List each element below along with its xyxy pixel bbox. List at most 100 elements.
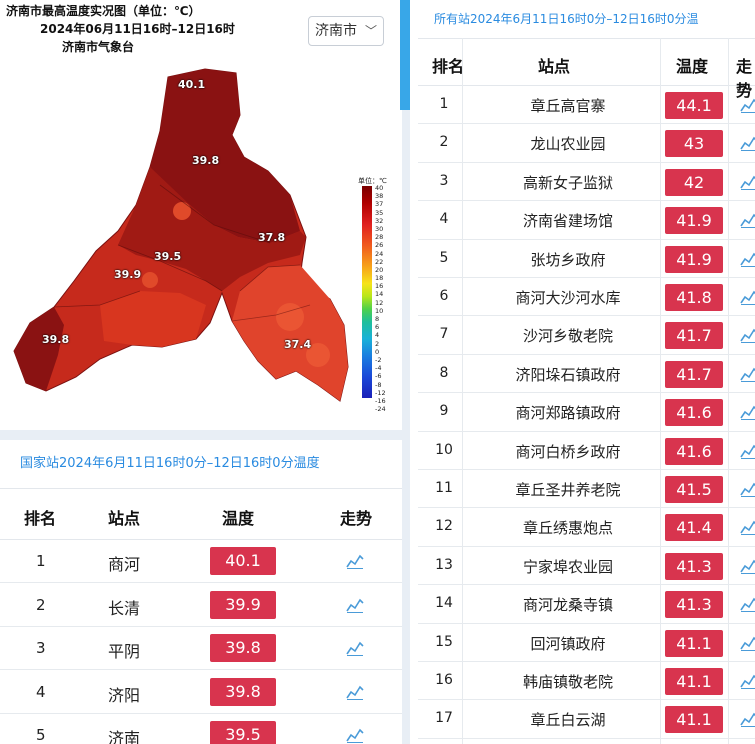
trend-chart-icon[interactable] — [740, 443, 755, 463]
trend-chart-icon[interactable] — [346, 684, 364, 704]
city-select[interactable]: 济南市 ﹀ — [308, 16, 384, 46]
temperature-badge: 39.5 — [210, 721, 276, 744]
trend-chart-icon[interactable] — [346, 727, 364, 744]
trend-chart-icon[interactable] — [740, 673, 755, 693]
station-cell: 商河大沙河水库 — [515, 289, 621, 307]
legend-tick: 4 — [375, 331, 380, 340]
table-row[interactable]: 15 回河镇政府 41.1 — [418, 624, 755, 662]
rank-cell: 6 — [439, 288, 449, 304]
trend-chart-icon[interactable] — [740, 327, 755, 347]
trend-chart-icon[interactable] — [740, 289, 755, 309]
temperature-badge: 41.3 — [665, 552, 723, 580]
legend-ticks: 40 38 37 35 32 30 28 26 24 22 20 18 16 14 12 10 8 6 4 2 0 -2-… — [375, 184, 399, 413]
trend-chart-icon[interactable] — [740, 635, 755, 655]
legend-tick: -2 — [375, 355, 382, 364]
station-cell: 章丘白云湖 — [530, 711, 606, 730]
table-row[interactable]: 2 长清 39.9 — [0, 584, 402, 627]
rank-cell: 8 — [439, 364, 449, 381]
legend-tick: 18 — [375, 274, 384, 283]
trend-chart-icon[interactable] — [740, 251, 755, 271]
trend-chart-icon[interactable] — [346, 597, 364, 617]
temperature-badge: 41.7 — [665, 322, 723, 350]
trend-chart-icon[interactable] — [740, 481, 755, 501]
header-rank: 排名 — [432, 57, 465, 76]
trend-chart-icon[interactable] — [740, 596, 755, 616]
temperature-badge: 41.8 — [665, 284, 723, 311]
station-cell: 宁家埠农业园 — [522, 557, 613, 576]
table-row[interactable]: 4 济阳 39.8 — [0, 671, 402, 714]
map-label-jiyang: 39.8 — [192, 154, 220, 167]
station-cell: 济阳垛石镇政府 — [515, 365, 621, 384]
legend-tick: 14 — [375, 290, 384, 299]
table-row[interactable]: 5 张坊乡政府 41.9 — [418, 240, 755, 278]
legend-tick: -24 — [375, 405, 386, 414]
trend-chart-icon[interactable] — [740, 558, 755, 578]
national-stations-panel: 国家站2024年6月11日16时0分–12日16时0分温度 排名 站点 温度 走… — [0, 440, 402, 744]
table-row[interactable]: 3 高新女子监狱 42 — [418, 163, 755, 202]
trend-chart-icon[interactable] — [740, 174, 755, 194]
rank-cell: 2 — [36, 595, 46, 614]
table-row[interactable]: 3 平阴 39.8 — [0, 627, 402, 670]
header-trend: 走势 — [736, 57, 753, 100]
station-cell: 长清 — [108, 598, 141, 618]
table-row[interactable]: 17 章丘白云湖 41.1 — [418, 700, 755, 739]
trend-chart-icon[interactable] — [740, 519, 755, 539]
table-row[interactable]: 1 商河 40.1 — [0, 540, 402, 583]
trend-chart-icon[interactable] — [740, 135, 755, 155]
trend-chart-icon[interactable] — [740, 366, 755, 386]
trend-chart-icon[interactable] — [346, 640, 364, 660]
table-row[interactable]: 16 韩庙镇敬老院 41.1 — [418, 662, 755, 701]
temperature-badge: 41.9 — [665, 207, 723, 235]
legend-tick: 20 — [375, 265, 384, 274]
temperature-badge: 41.9 — [665, 245, 723, 273]
station-cell: 济阳 — [108, 685, 141, 705]
temperature-badge: 41.6 — [665, 437, 723, 465]
table-row[interactable]: 1 章丘高官寨 44.1 — [418, 86, 755, 125]
table-row[interactable]: 11 章丘圣井养老院 41.5 — [418, 470, 755, 509]
table-row[interactable]: 13 宁家埠农业园 41.3 — [418, 547, 755, 586]
station-cell: 高新女子监狱 — [522, 173, 613, 192]
table-row[interactable]: 14 商河龙桑寺镇 41.3 — [418, 585, 755, 624]
map-label-pingyin: 39.8 — [42, 333, 70, 346]
station-cell: 韩庙镇敬老院 — [522, 673, 613, 691]
national-table-header: 排名 站点 温度 走势 — [0, 488, 402, 540]
table-row[interactable]: 7 沙河乡敬老院 41.7 — [418, 316, 755, 355]
header-temp: 温度 — [676, 57, 709, 76]
legend-tick: 30 — [375, 224, 384, 233]
rank-cell: 10 — [435, 441, 453, 458]
table-row[interactable]: 10 商河白桥乡政府 41.6 — [418, 432, 755, 470]
legend-tick: 24 — [375, 249, 384, 258]
trend-chart-icon[interactable] — [740, 404, 755, 424]
legend-tick: 12 — [375, 298, 384, 307]
station-cell: 商河 — [108, 555, 141, 574]
legend-tick: 10 — [375, 306, 384, 315]
rank-cell: 3 — [36, 639, 46, 657]
table-row[interactable]: 4 济南省建场馆 41.9 — [418, 201, 755, 240]
header-rank: 排名 — [24, 509, 57, 528]
station-cell: 商河郑路镇政府 — [515, 404, 621, 423]
station-cell: 章丘圣井养老院 — [515, 481, 621, 499]
station-cell: 平阴 — [108, 642, 141, 661]
trend-chart-icon[interactable] — [346, 553, 364, 573]
table-row[interactable]: 9 商河郑路镇政府 41.6 — [418, 393, 755, 432]
rank-cell: 13 — [435, 556, 453, 573]
legend-tick: -6 — [375, 372, 382, 381]
trend-chart-icon[interactable] — [740, 212, 755, 232]
column-divider — [462, 38, 463, 744]
table-row[interactable]: 5 济南 39.5 — [0, 714, 402, 744]
table-row[interactable]: 2 龙山农业园 43 — [418, 124, 755, 163]
legend-tick: -12 — [375, 388, 386, 397]
map-label-zhangqiu: 37.8 — [258, 231, 286, 244]
table-row[interactable]: 6 商河大沙河水库 41.8 — [418, 278, 755, 317]
table-row[interactable]: 12 章丘绣惠炮点 41.4 — [418, 508, 755, 547]
rank-cell: 12 — [435, 518, 453, 535]
table-row[interactable]: 8 济阳垛石镇政府 41.7 — [418, 355, 755, 394]
region-southwest — [14, 307, 64, 391]
trend-chart-icon[interactable] — [740, 97, 755, 117]
column-divider — [728, 38, 729, 744]
trend-chart-icon[interactable] — [740, 711, 755, 731]
city-select-value: 济南市 — [315, 23, 357, 39]
map-label-changqing: 39.9 — [114, 268, 142, 281]
all-stations-panel: 所有站2024年6月11日16时0分–12日16时0分温 排名 站点 温度 走势… — [410, 0, 755, 744]
